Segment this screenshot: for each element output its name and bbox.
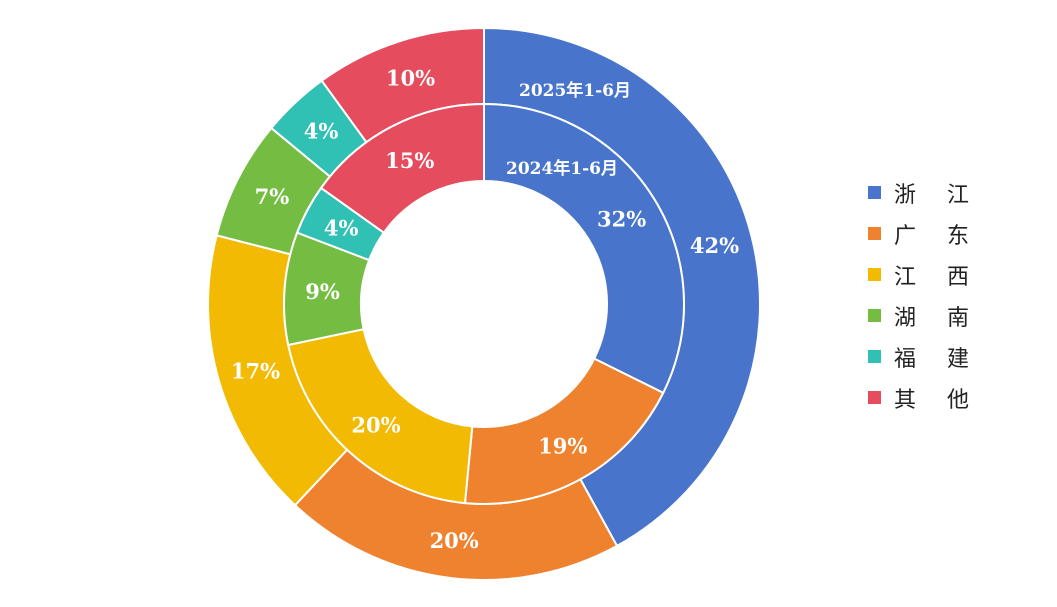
data-label-outer-4: 4% <box>304 119 339 144</box>
legend-swatch <box>868 309 881 322</box>
data-label-outer-3: 7% <box>255 184 290 209</box>
inner-ring <box>283 102 685 505</box>
legend-item-zhejiang: 浙 江 <box>868 172 981 213</box>
data-label-inner-5: 15% <box>385 148 434 173</box>
legend-label: 福 建 <box>894 346 981 372</box>
data-label-outer-5: 10% <box>386 66 435 91</box>
legend-item-other: 其 他 <box>868 377 981 418</box>
legend-swatch <box>868 391 881 404</box>
legend-label: 江 西 <box>894 264 981 290</box>
legend-label: 浙 江 <box>894 182 981 208</box>
data-label-inner-2: 20% <box>351 413 400 438</box>
legend-label: 其 他 <box>894 387 981 413</box>
data-label-inner-4: 4% <box>324 215 359 240</box>
slice-inner-0 <box>483 102 685 395</box>
data-label-outer-2: 17% <box>231 358 280 383</box>
legend-item-fujian: 福 建 <box>868 336 981 377</box>
legend-swatch <box>868 186 881 199</box>
legend-item-guangdong: 广 东 <box>868 213 981 254</box>
legend-label: 湖 南 <box>894 305 981 331</box>
data-labels: 42% 20% 17% 7% 4% 10% 32% 19% 20% 9% 4% 15% <box>231 66 739 553</box>
legend-swatch <box>868 350 881 363</box>
legend-label: 广 东 <box>894 223 981 249</box>
legend-swatch <box>868 268 881 281</box>
legend-swatch <box>868 227 881 240</box>
data-label-inner-1: 19% <box>538 434 587 459</box>
data-label-outer-0: 42% <box>690 233 739 258</box>
slice-inner-5 <box>319 102 485 235</box>
legend-item-jiangxi: 江 西 <box>868 254 981 295</box>
series-name-outer: 2025年1-6月 <box>519 80 631 101</box>
legend: 浙 江 广 东 江 西 湖 南 福 建 其 他 <box>868 172 981 418</box>
data-label-outer-1: 20% <box>430 528 479 553</box>
data-label-inner-0: 32% <box>597 207 646 232</box>
legend-item-hunan: 湖 南 <box>868 295 981 336</box>
slice-inner-2 <box>287 328 474 505</box>
series-name-inner: 2024年1-6月 <box>506 158 618 179</box>
data-label-inner-3: 9% <box>305 279 340 304</box>
